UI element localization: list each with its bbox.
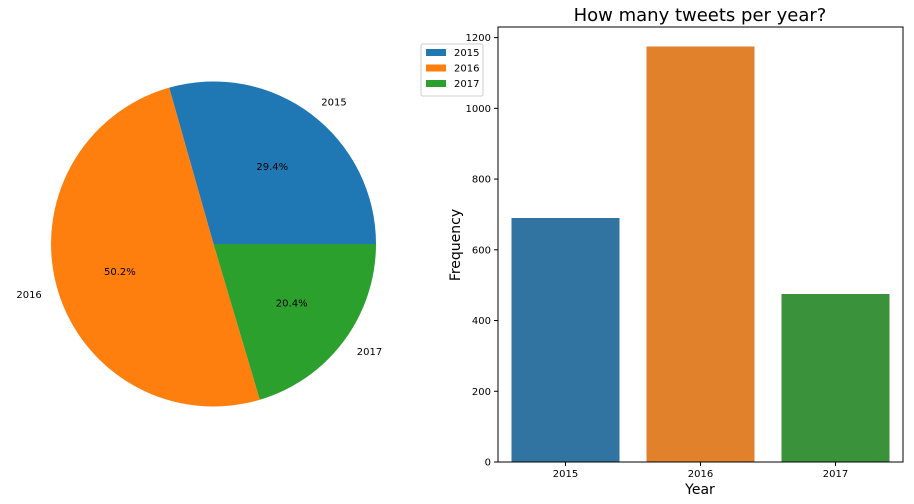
legend-swatch-2016 <box>426 64 446 72</box>
y-tick-label-1000: 1000 <box>466 104 491 115</box>
y-tick-label-200: 200 <box>472 387 491 398</box>
legend-swatch-2015 <box>426 49 446 56</box>
y-axis-label: Frequency <box>448 209 464 281</box>
pie-label-2015: 2015 <box>321 97 346 108</box>
plot-frame <box>497 26 904 463</box>
pie-label-2016: 2016 <box>16 290 41 301</box>
x-tick-label-2017: 2017 <box>823 469 848 480</box>
x-tick-label-2016: 2016 <box>688 469 713 480</box>
pie-slice-2015 <box>169 81 376 244</box>
y-tick-label-600: 600 <box>472 245 491 256</box>
bar-2017 <box>781 294 890 462</box>
x-tick-label-2015: 2015 <box>553 469 578 480</box>
legend-label-2016: 2016 <box>454 64 479 75</box>
y-tick-label-0: 0 <box>485 458 491 469</box>
pie-label-2017: 2017 <box>357 347 382 358</box>
pie-slice-2016 <box>51 87 260 407</box>
y-tick-label-1200: 1200 <box>466 33 491 44</box>
y-tick-label-800: 800 <box>472 175 491 186</box>
bar-2016 <box>646 46 755 462</box>
y-tick-label-400: 400 <box>472 316 491 327</box>
bar-2015 <box>511 218 620 462</box>
pie-percent-2015: 29.4% <box>256 162 288 173</box>
legend-label-2017: 2017 <box>454 79 479 90</box>
bar-chart: How many tweets per year? Year Frequency… <box>448 5 904 498</box>
legend-swatch-2017 <box>426 80 446 87</box>
bar-chart-title: How many tweets per year? <box>574 5 827 26</box>
legend: 2015 2016 2017 <box>420 43 484 97</box>
x-axis-label: Year <box>684 482 715 498</box>
legend-label-2015: 2015 <box>454 48 479 59</box>
pie-percent-2017: 20.4% <box>276 298 308 309</box>
pie-slice-2017 <box>213 244 376 400</box>
pie-chart: 2015 29.4% 2016 50.2% 2017 20.4% <box>16 81 382 407</box>
pie-percent-2016: 50.2% <box>104 267 136 278</box>
